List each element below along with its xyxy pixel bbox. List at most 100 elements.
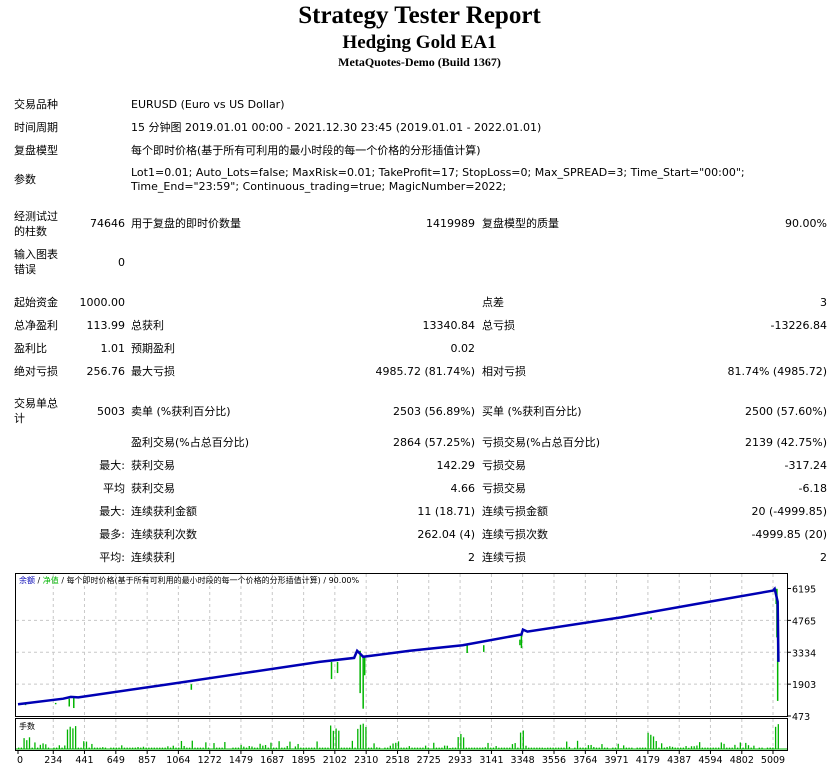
volume-bar [549, 747, 552, 749]
volume-bar [593, 746, 595, 749]
volume-bar [435, 747, 438, 749]
volume-bar [129, 747, 131, 749]
volume-bar [69, 726, 71, 749]
pf-value: 1.01 [100, 342, 126, 355]
x-tick-label: 3348 [511, 755, 535, 766]
volume-bar [123, 747, 126, 749]
volume-bar [405, 747, 408, 749]
volume-bar [251, 746, 253, 749]
volume-bar [666, 746, 668, 749]
volume-bar [544, 747, 546, 749]
volume-bar [517, 747, 519, 749]
trades-label-line1: 交易单总 [14, 397, 58, 410]
volume-bar [500, 747, 503, 749]
x-tick-label: 649 [107, 755, 125, 766]
params-line2: Time_End="23:59"; Continuous_trading=tru… [131, 180, 507, 193]
volume-bar [55, 747, 58, 749]
volume-bar [647, 732, 649, 749]
ticks-label: 用于复盘的即时价数量 [131, 217, 241, 230]
y-tick-label: 1903 [792, 680, 816, 691]
volume-bar [552, 747, 554, 749]
volume-bar [538, 747, 541, 749]
volume-bar [587, 745, 590, 749]
volume-bar [72, 728, 74, 749]
gross-profit-value: 13340.84 [422, 319, 476, 332]
volume-bar [93, 747, 96, 749]
volume-bar [438, 747, 440, 749]
deposit-value: 1000.00 [79, 296, 126, 309]
volume-bar [218, 747, 221, 749]
stat-value: 20 (-4999.85) [751, 505, 827, 518]
volume-bar [340, 747, 343, 749]
period-label: 时间周期 [14, 121, 58, 134]
errors-label-line2: 错误 [14, 263, 36, 276]
volume-bar [36, 747, 39, 749]
volume-bar [278, 741, 280, 749]
server-build: MetaQuotes-Demo (Build 1367) [338, 55, 501, 69]
profit-trades-value: 2864 (57.25%) [392, 436, 475, 449]
quality-value: 90.00% [785, 217, 827, 230]
x-tick-label: 4594 [698, 755, 722, 766]
volume-bar [197, 747, 199, 749]
volume-bar [677, 747, 679, 749]
stat-label: 连续获利金额 [131, 505, 197, 518]
volume-bar [503, 747, 505, 749]
volume-bar [384, 747, 386, 749]
balance-chart: 0 234 441 649 857 1064 1272 1479 1687 1895 2102 231… [15, 573, 816, 766]
volume-bar [376, 747, 378, 749]
volume-bar [281, 747, 283, 749]
stat-value: 2 [468, 551, 475, 564]
volume-bar [712, 747, 714, 749]
stat-value: -4999.85 (20) [751, 528, 827, 541]
expected-value: 0.02 [450, 342, 476, 355]
volume-bar [652, 736, 655, 749]
volume-bar [85, 741, 88, 749]
volume-bar [514, 743, 516, 749]
volume-bar [164, 747, 166, 749]
x-tick-label: 857 [138, 755, 156, 766]
volume-bar [644, 747, 647, 749]
volume-bar [175, 747, 177, 749]
abs-dd-label: 绝对亏损 [14, 365, 58, 378]
gross-loss-value: -13226.84 [770, 319, 827, 332]
x-tick-label: 1895 [292, 755, 316, 766]
long-label: 买单 (%获利百分比) [482, 405, 582, 418]
volume-bar [492, 747, 495, 749]
volume-bar [403, 747, 405, 749]
volume-bar [362, 723, 364, 749]
stat-prefix: 最大: [99, 505, 125, 518]
deposit-label: 起始资金 [14, 296, 58, 309]
stat-label: 连续亏损 [482, 551, 526, 564]
volume-bar [750, 747, 752, 749]
y-tick-label: 4765 [792, 616, 816, 627]
volume-bar [80, 747, 82, 749]
volume-bar [286, 745, 288, 749]
volume-bar [490, 747, 492, 749]
volume-bar [297, 743, 299, 749]
volume-bar [319, 747, 321, 749]
x-tick-label: 3764 [573, 755, 597, 766]
legend-item: 余额 [19, 575, 35, 585]
volume-bar [669, 746, 671, 749]
volume-bar [74, 726, 77, 749]
volume-bar [726, 747, 728, 749]
volume-bar [134, 747, 136, 749]
legend-item: / [59, 576, 67, 585]
volume-bar [625, 747, 628, 749]
volume-bar [240, 744, 242, 749]
volume-bar [338, 730, 340, 749]
volume-bar [221, 747, 223, 749]
legend-item: 90.00% [329, 576, 360, 585]
quality-label: 复盘模型的质量 [482, 217, 559, 230]
pf-label: 盈利比 [14, 342, 47, 355]
volume-bar [698, 742, 701, 749]
volume-bar [688, 747, 690, 749]
bars-label: 经测试过 的柱数 [14, 209, 58, 239]
volume-bar [582, 747, 584, 749]
volume-bar [745, 742, 747, 749]
volume-bar [579, 747, 581, 749]
volume-bar [416, 747, 419, 749]
errors-label-line1: 输入图表 [14, 248, 58, 261]
volume-bar [701, 747, 704, 749]
